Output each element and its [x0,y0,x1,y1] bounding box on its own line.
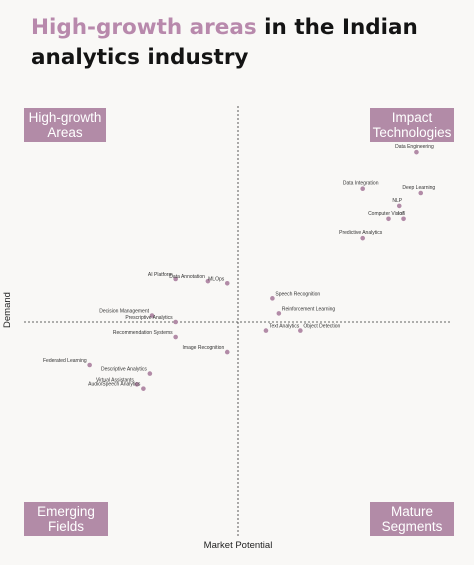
point-label-text-analytics: Text Analytics [269,324,300,330]
point-audio-speech-analytics [141,386,146,391]
point-label-decision-management: Decision Management [99,309,149,315]
quadrant-label-impact-technologies: Impact Technologies [370,108,454,142]
point-label-virtual-assistants: Virtual Assistants [96,377,134,383]
point-label-nlp: NLP [392,198,402,204]
quadrant-label-emerging-fields: Emerging Fields [24,502,108,536]
chart-title: High-growth areas in the Indian analytic… [31,13,451,73]
point-label-iot: IoT [398,211,405,217]
point-computer-vision [386,216,391,222]
point-recommendation-systems [173,334,178,340]
point-prescriptive-analytics [173,319,178,325]
point-label-image-recognition: Image Recognition [183,345,225,351]
point-image-recognition [224,349,230,355]
quadrant-label-high-growth-areas: High-growth Areas [24,108,106,142]
chart-title-rest: in the Indian analytics industry [31,15,418,70]
point-predictive-analytics [360,235,366,241]
point-reinforcement-learning [276,311,282,316]
point-virtual-assistants [134,382,140,387]
point-mlops [224,281,230,286]
point-federated-learning [87,362,92,368]
point-label-deep-learning: Deep Learning [402,185,435,191]
point-label-mlops: MLOps [208,276,225,282]
point-label-recommendation-systems: Recommendation Systems [113,330,173,336]
point-label-reinforcement-learning: Reinforcement Learning [282,306,336,312]
point-label-data-integration: Data Integration [343,181,379,187]
point-data-engineering [414,149,419,155]
point-decision-management [149,313,155,318]
point-object-detection [298,328,303,333]
data-points: Data Engineering Data Integration Deep Lea… [43,144,435,391]
point-data-integration [360,186,366,191]
point-label-audio-speech-analytics: Audio/Speech Analytics [88,382,141,388]
x-axis-label: Market Potential [203,540,273,551]
point-data-annotation [205,278,211,284]
chart-title-highlight: High-growth areas [31,15,257,40]
point-speech-recognition [270,296,275,301]
point-label-object-detection: Object Detection [303,324,340,330]
point-label-prescriptive-analytics: Prescriptive Analytics [125,315,173,321]
point-label-predictive-analytics: Predictive Analytics [339,230,383,236]
point-deep-learning [418,190,424,196]
point-ai-platform [173,276,178,282]
point-label-data-engineering: Data Engineering [395,144,434,150]
point-iot [401,216,406,222]
point-label-ai-platform: AI Platform [148,272,173,278]
point-nlp [396,203,402,209]
y-axis-label: Demand [2,292,13,328]
point-descriptive-analytics [147,371,153,376]
point-label-computer-vision: Computer Vision [368,211,405,217]
point-text-analytics [263,328,269,333]
point-label-data-annotation: Data Annotation [169,274,205,280]
point-label-federated-learning: Federated Learning [43,358,87,364]
quadrant-label-mature-segments: Mature Segments [370,502,454,536]
point-label-speech-recognition: Speech Recognition [275,291,320,297]
point-label-descriptive-analytics: Descriptive Analytics [101,367,147,373]
